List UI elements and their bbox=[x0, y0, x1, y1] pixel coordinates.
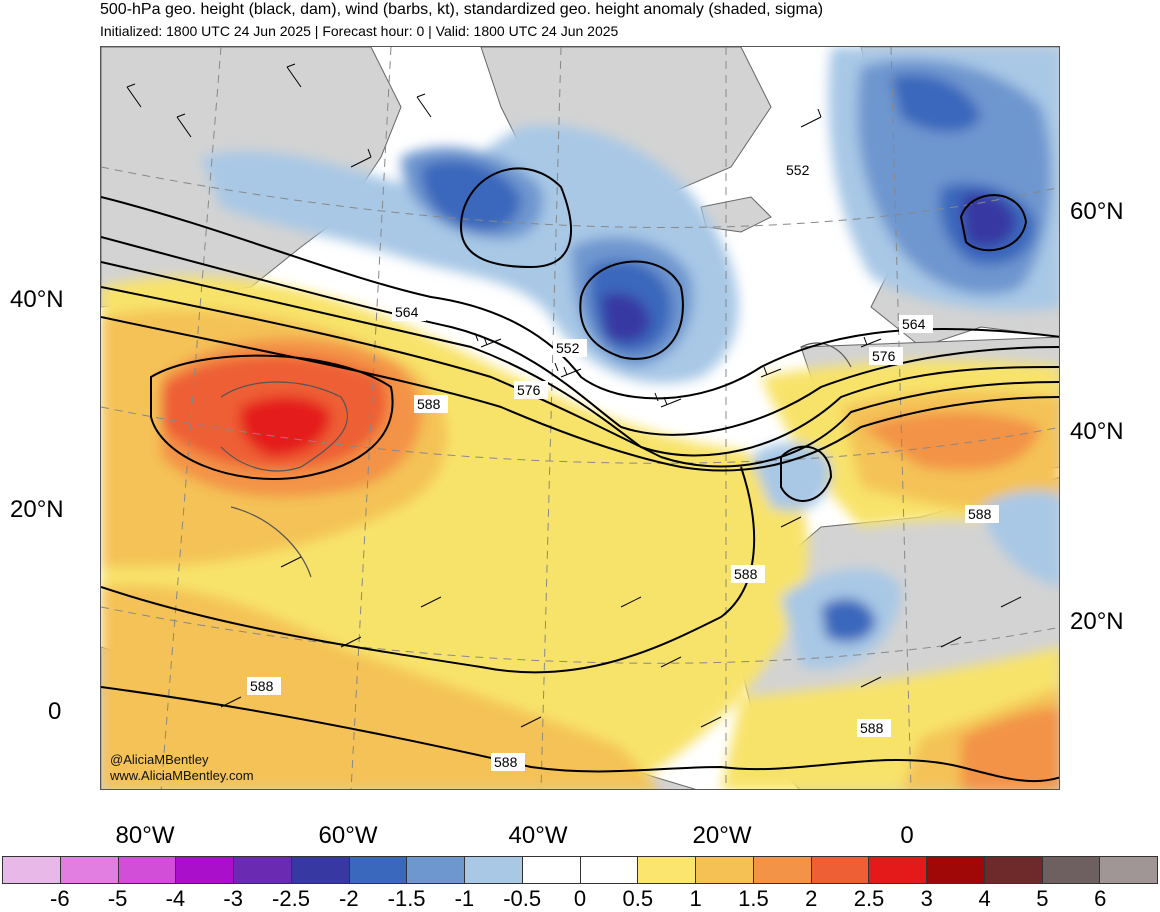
colorbar-tick-label: 5 bbox=[1036, 886, 1049, 911]
colorbar-swatch bbox=[349, 857, 408, 883]
colorbar-swatch bbox=[60, 857, 119, 883]
contour-label: 588 bbox=[734, 566, 758, 582]
contour-label: 552 bbox=[556, 340, 580, 356]
lat-label-left: 0 bbox=[48, 698, 62, 725]
colorbar-tick-label: -2 bbox=[339, 886, 359, 911]
contour-label: 588 bbox=[968, 506, 992, 522]
colorbar-tick-label: -1.5 bbox=[387, 886, 426, 911]
colorbar-swatch bbox=[234, 857, 292, 883]
contour-label: 588 bbox=[494, 754, 518, 770]
colorbar-tick-label: -2.5 bbox=[272, 886, 310, 911]
colorbar-swatch bbox=[118, 857, 177, 883]
contour-label: 576 bbox=[517, 382, 541, 398]
contour-label: 588 bbox=[860, 720, 884, 736]
colorbar-tick-label: 1 bbox=[689, 886, 702, 911]
coastlines bbox=[220, 342, 852, 578]
colorbar-tick-label: 0 bbox=[573, 886, 587, 911]
colorbar-swatch bbox=[927, 857, 985, 883]
lon-label: 80°W bbox=[115, 822, 175, 849]
contour-label: 552 bbox=[786, 162, 810, 178]
map-panel: 552 564 552 576 588 564 576 588 588 588 … bbox=[100, 46, 1060, 790]
contour-label: 588 bbox=[250, 678, 274, 694]
colorbar-swatch bbox=[580, 857, 639, 883]
colorbar-swatch bbox=[291, 857, 350, 883]
colorbar-swatch bbox=[1042, 857, 1101, 883]
lon-label: 60°W bbox=[318, 822, 378, 849]
colorbar-swatch bbox=[465, 857, 523, 883]
colorbar-tick-label: 2.5 bbox=[853, 886, 885, 911]
lat-label-left: 20°N bbox=[10, 496, 64, 523]
colorbar-swatch bbox=[811, 857, 870, 883]
colorbar-tick-label: 4 bbox=[978, 886, 991, 911]
credit-website: www.AliciaMBentley.com bbox=[110, 768, 254, 783]
colorbar-tick-label: 3 bbox=[920, 886, 933, 911]
colorbar-tick-label: -1 bbox=[454, 886, 475, 911]
colorbar-tick-label: -4 bbox=[165, 886, 186, 911]
contour-labels: 552 564 552 576 588 564 576 588 588 588 … bbox=[247, 161, 999, 771]
colorbar-tick-label: -3 bbox=[223, 886, 243, 911]
map-subtitle: Initialized: 1800 UTC 24 Jun 2025 | Fore… bbox=[100, 23, 619, 39]
colorbar-ticks: -6 -5 -4 -3 -2.5 -2 -1.5 -1 -0.5 0 0.5 1 1.5 2 2.5 3 4 5 6 bbox=[0, 886, 1160, 912]
credit-handle: @AliciaMBentley bbox=[110, 752, 209, 767]
contour-label: 564 bbox=[902, 316, 926, 332]
colorbar-tick-label: -5 bbox=[107, 886, 128, 911]
colorbar-tick-label: 1.5 bbox=[738, 886, 769, 911]
colorbar-swatch bbox=[984, 857, 1043, 883]
lat-label-right: 20°N bbox=[1070, 608, 1124, 635]
colorbar-swatch bbox=[638, 857, 696, 883]
colorbar-swatch bbox=[753, 857, 812, 883]
lon-label: 20°W bbox=[692, 822, 752, 849]
colorbar-swatch bbox=[176, 857, 234, 883]
map-title: 500-hPa geo. height (black, dam), wind (… bbox=[100, 1, 824, 18]
contour-label: 564 bbox=[395, 304, 419, 320]
lat-label-right: 40°N bbox=[1070, 418, 1124, 445]
colorbar-tick-label: -0.5 bbox=[503, 886, 542, 911]
lon-label: 0 bbox=[900, 822, 914, 849]
colorbar-tick-label: 6 bbox=[1094, 886, 1107, 911]
contour-label: 588 bbox=[417, 396, 441, 412]
anomaly-shading bbox=[101, 47, 1059, 789]
colorbar bbox=[2, 856, 1158, 884]
colorbar-swatch bbox=[3, 857, 61, 883]
contour-label: 576 bbox=[872, 348, 896, 364]
colorbar-tick-label: -6 bbox=[50, 886, 70, 911]
graticule bbox=[101, 47, 1059, 789]
colorbar-swatch bbox=[407, 857, 465, 883]
colorbar-swatch bbox=[869, 857, 927, 883]
lon-label: 40°W bbox=[508, 822, 568, 849]
lat-label-right: 60°N bbox=[1070, 198, 1124, 225]
colorbar-swatch bbox=[522, 857, 581, 883]
colorbar-tick-label: 2 bbox=[805, 886, 818, 911]
colorbar-tick-label: 0.5 bbox=[622, 886, 654, 911]
map-canvas: 552 564 552 576 588 564 576 588 588 588 … bbox=[101, 47, 1059, 789]
colorbar-swatch bbox=[696, 857, 754, 883]
height-contours bbox=[101, 167, 1059, 783]
lat-label-left: 40°N bbox=[10, 286, 64, 313]
colorbar-swatch bbox=[1100, 857, 1157, 883]
wind-barbs bbox=[126, 63, 1022, 728]
